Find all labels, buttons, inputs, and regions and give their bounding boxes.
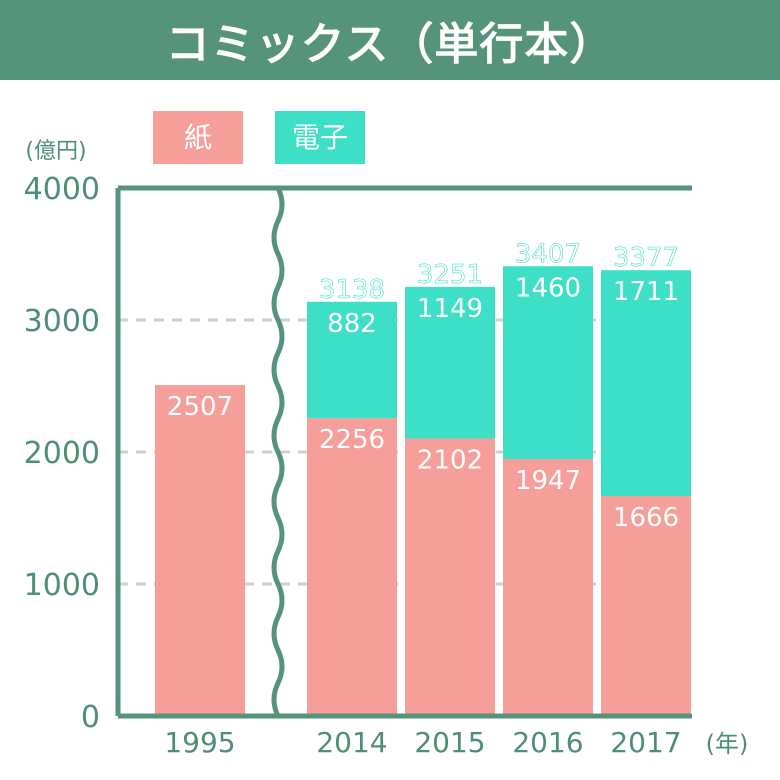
bars bbox=[155, 266, 691, 716]
bar-label-paper-2016: 1947 bbox=[515, 466, 581, 496]
legend-label-digital: 電子 bbox=[292, 121, 348, 154]
bar-paper-2016 bbox=[503, 458, 593, 716]
labels: 2507 2256 882 3138 2102 1149 3251 1947 1460 3407 1… bbox=[167, 239, 679, 533]
bar-paper-1995 bbox=[155, 385, 245, 716]
bar-digital-2017 bbox=[601, 270, 691, 497]
title-bar: コミックス（単行本） bbox=[0, 0, 780, 80]
y-tick-label-4000: 4000 bbox=[24, 172, 100, 207]
x-tick-label-2016: 2016 bbox=[512, 726, 583, 759]
bar-paper-2014 bbox=[307, 418, 397, 716]
bar-total-2015: 3251 bbox=[417, 260, 483, 290]
axis-break-line bbox=[271, 186, 285, 718]
bar-paper-2015 bbox=[405, 438, 495, 716]
x-tick-label-2014: 2014 bbox=[316, 726, 387, 759]
bar-label-digital-2017: 1711 bbox=[613, 277, 679, 307]
bar-digital-2016 bbox=[503, 266, 593, 459]
y-tick-label-1000: 1000 bbox=[24, 568, 100, 603]
bar-label-paper-1995: 2507 bbox=[167, 392, 233, 422]
bar-total-2017: 3377 bbox=[613, 243, 679, 273]
bar-label-paper-2014: 2256 bbox=[319, 425, 385, 455]
axes: (億円) 0 1000 2000 3000 4000 1995 2014 2015 2016 201… bbox=[24, 139, 749, 759]
y-unit-label: (億円) bbox=[25, 139, 86, 164]
bar-label-paper-2015: 2102 bbox=[417, 446, 483, 476]
bar-paper-2017 bbox=[601, 496, 691, 716]
x-tick-label-1995: 1995 bbox=[164, 726, 235, 759]
legend-swatch-digital bbox=[275, 111, 365, 164]
bar-label-paper-2017: 1666 bbox=[613, 503, 679, 533]
bar-label-digital-2016: 1460 bbox=[515, 273, 581, 303]
y-tick-label-3000: 3000 bbox=[24, 304, 100, 339]
x-tick-label-2015: 2015 bbox=[414, 726, 485, 759]
bar-label-digital-2015: 1149 bbox=[417, 294, 483, 324]
y-tick-label-0: 0 bbox=[81, 700, 100, 735]
bar-total-2014: 3138 bbox=[319, 275, 385, 305]
x-unit-label: (年) bbox=[706, 730, 749, 758]
bar-digital-2015 bbox=[405, 286, 495, 439]
bar-digital-2014 bbox=[307, 301, 397, 419]
bar-total-2016: 3407 bbox=[515, 239, 581, 269]
x-tick-label-2017: 2017 bbox=[610, 726, 681, 759]
chart-title: コミックス（単行本） bbox=[165, 19, 615, 70]
y-tick-label-2000: 2000 bbox=[24, 436, 100, 471]
legend-label-paper: 紙 bbox=[184, 121, 212, 154]
legend-swatch-paper bbox=[153, 111, 243, 164]
legend: 紙 電子 bbox=[153, 111, 365, 164]
bar-label-digital-2014: 882 bbox=[327, 309, 377, 339]
